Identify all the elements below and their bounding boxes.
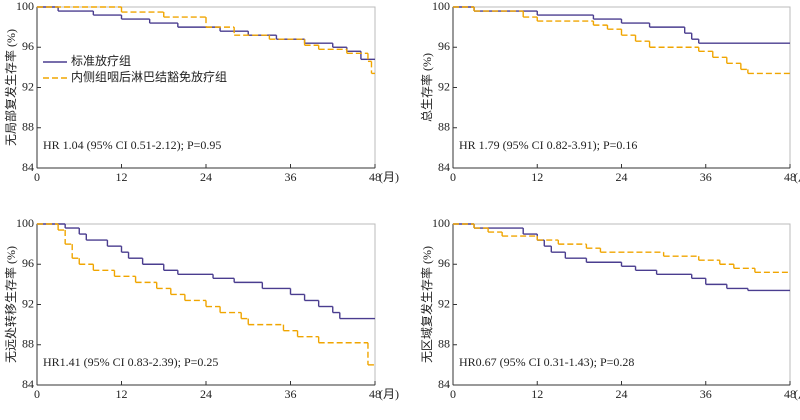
y-axis-label: 无区域复发生存率 (%) xyxy=(419,246,434,363)
annotation: HR1.41 (95% CI 0.83-2.39); P=0.25 xyxy=(43,355,218,369)
y-tick-label: 100 xyxy=(432,0,450,13)
y-axis-label: 总生存率 (%) xyxy=(419,53,434,122)
panel: 84 88 92 96 100 0 12 24 36 48(月) 无局部复发生存率 (%) HR 1.… xyxy=(3,0,399,184)
y-tick-label: 100 xyxy=(16,0,34,13)
y-tick-label: 92 xyxy=(438,296,450,310)
x-tick-label: 24 xyxy=(200,387,212,401)
x-unit: (月) xyxy=(379,170,399,184)
y-tick-label: 88 xyxy=(438,120,450,134)
legend-label: 标准放疗组 xyxy=(71,53,131,68)
x-tick-label: 36 xyxy=(700,170,712,184)
y-tick-label: 96 xyxy=(438,256,450,270)
x-tick-label: 24 xyxy=(616,387,628,401)
y-tick-label: 96 xyxy=(22,256,34,270)
y-tick-label: 84 xyxy=(22,160,34,174)
x-tick-label: 12 xyxy=(531,387,543,401)
y-tick-label: 88 xyxy=(438,337,450,351)
legend-label: 内侧组咽后淋巴结豁免放疗组 xyxy=(71,69,227,84)
x-tick-label: 12 xyxy=(116,387,128,401)
y-tick-label: 96 xyxy=(438,39,450,53)
y-tick-label: 92 xyxy=(22,79,34,93)
x-tick-label: 0 xyxy=(450,170,456,184)
y-tick-label: 84 xyxy=(22,377,34,391)
x-tick-label: 48 xyxy=(369,170,381,184)
x-tick-label: 0 xyxy=(34,170,40,184)
x-tick-label: 24 xyxy=(616,170,628,184)
x-tick-label: 0 xyxy=(450,387,456,401)
panel: 84 88 92 96 100 0 12 24 36 48(月) 无区域复发生存率 (%) HR0.6… xyxy=(419,216,800,401)
y-tick-label: 92 xyxy=(438,79,450,93)
x-tick-label: 24 xyxy=(200,170,212,184)
y-tick-label: 88 xyxy=(22,337,34,351)
y-axis-label: 无局部复发生存率 (%) xyxy=(3,29,18,146)
x-tick-label: 36 xyxy=(700,387,712,401)
x-unit: (月) xyxy=(379,387,399,401)
y-tick-label: 100 xyxy=(432,216,450,230)
y-tick-label: 84 xyxy=(438,160,450,174)
y-tick-label: 88 xyxy=(22,120,34,134)
x-tick-label: 48 xyxy=(784,170,796,184)
y-tick-label: 92 xyxy=(22,296,34,310)
x-unit: (月) xyxy=(794,170,800,184)
y-tick-label: 96 xyxy=(22,39,34,53)
x-tick-label: 36 xyxy=(285,170,297,184)
y-tick-label: 84 xyxy=(438,377,450,391)
annotation: HR 1.79 (95% CI 0.82-3.91); P=0.16 xyxy=(459,138,637,152)
annotation: HR 1.04 (95% CI 0.51-2.12); P=0.95 xyxy=(43,138,221,152)
x-unit: (月) xyxy=(794,387,800,401)
x-tick-label: 48 xyxy=(369,387,381,401)
x-tick-label: 12 xyxy=(531,170,543,184)
y-tick-label: 100 xyxy=(16,216,34,230)
annotation: HR0.67 (95% CI 0.31-1.43); P=0.28 xyxy=(459,355,634,369)
x-tick-label: 36 xyxy=(285,387,297,401)
x-tick-label: 12 xyxy=(116,170,128,184)
x-tick-label: 48 xyxy=(784,387,796,401)
panel: 84 88 92 96 100 0 12 24 36 48(月) 总生存率 (%) HR 1.79 (… xyxy=(419,0,800,184)
panel: 84 88 92 96 100 0 12 24 36 48(月) 无远处转移生存率 (%) HR1.4… xyxy=(3,216,399,401)
y-axis-label: 无远处转移生存率 (%) xyxy=(3,246,18,363)
x-tick-label: 0 xyxy=(34,387,40,401)
